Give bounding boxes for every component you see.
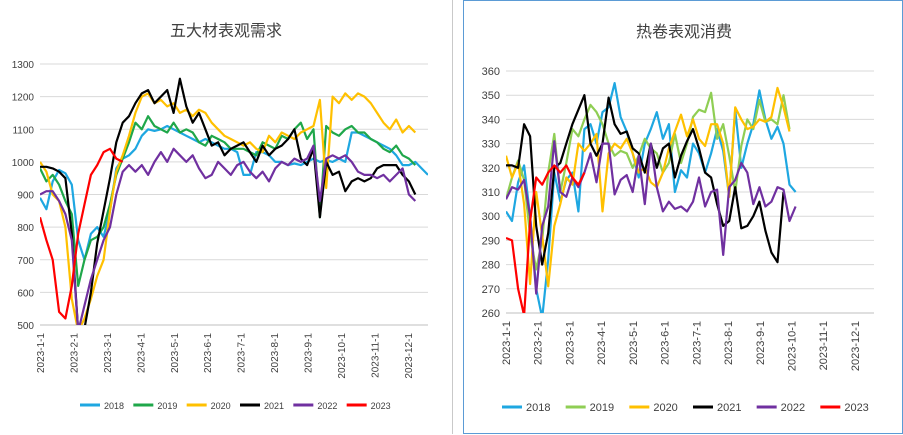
series-group: [506, 81, 797, 313]
series-line-2023: [40, 147, 124, 320]
series-line-2018: [40, 124, 428, 261]
x-tick-label: 2023-10-1: [787, 321, 799, 371]
y-tick-label: 320: [482, 163, 500, 175]
legend-label-2023: 2023: [371, 401, 391, 411]
y-tick-label: 340: [482, 114, 500, 126]
x-tick-label: 2023-3-1: [103, 333, 114, 373]
chart-title: 五大材表观需求: [170, 21, 282, 40]
legend-label-2021: 2021: [717, 402, 741, 414]
x-tick-label: 2023-5-1: [170, 333, 181, 373]
x-tick-label: 2023-3-1: [564, 321, 576, 365]
legend-label-2020: 2020: [211, 401, 231, 411]
legend-label-2018: 2018: [104, 401, 124, 411]
x-tick-label: 2023-9-1: [304, 333, 315, 373]
x-tick-label: 2023-10-1: [337, 333, 348, 379]
x-tick-label: 2023-7-1: [237, 333, 248, 373]
series-group: [40, 77, 428, 325]
legend-label-2022: 2022: [781, 402, 805, 414]
series-line-2022: [506, 140, 797, 295]
legend-label-2021: 2021: [264, 401, 284, 411]
series-line-2019: [40, 115, 417, 287]
y-tick-label: 800: [17, 223, 34, 234]
x-tick-label: 2023-12-1: [850, 321, 862, 371]
x-tick-label: 2023-5-1: [628, 321, 640, 365]
y-tick-label: 330: [482, 139, 500, 151]
y-tick-label: 310: [482, 187, 500, 199]
y-tick-label: 1100: [12, 125, 34, 136]
x-tick-label: 2023-2-1: [533, 321, 545, 365]
x-tick-label: 2023-11-1: [818, 321, 830, 370]
y-tick-label: 270: [482, 284, 500, 296]
y-tick-label: 260: [482, 308, 500, 320]
legend-label-2022: 2022: [317, 401, 337, 411]
legend-label-2018: 2018: [526, 402, 550, 414]
chart-panel-apparent-demand: 五大材表观需求 500 600 700 800 900 1000 1100 1200 1300 2…: [11, 0, 453, 434]
y-tick-label: 500: [17, 321, 34, 332]
y-tick-label: 360: [482, 66, 500, 78]
legend-label-2020: 2020: [653, 402, 677, 414]
y-tick-label: 280: [482, 260, 500, 272]
y-tick-label: 300: [482, 211, 500, 223]
x-tick-label: 2023-6-1: [203, 333, 214, 373]
y-tick-label: 700: [17, 256, 34, 267]
x-tick-label: 2023-2-1: [69, 333, 80, 373]
chart-title: 热卷表观消费: [636, 22, 732, 41]
x-tick-label: 2023-1-1: [36, 333, 47, 373]
series-line-2021: [506, 94, 785, 266]
x-tick-label: 2023-11-1: [370, 333, 381, 378]
y-tick-label: 600: [17, 288, 34, 299]
y-tick-label: 900: [17, 191, 34, 202]
x-tick-label: 2023-4-1: [596, 321, 608, 365]
chart-svg-hot-coil-consumption: 热卷表观消费 260 270 280 290 300 310 320 330 340 350 360…: [482, 22, 874, 414]
legend-label-2019: 2019: [157, 401, 177, 411]
y-tick-label: 290: [482, 235, 500, 247]
chart-svg-apparent-demand: 五大材表观需求 500 600 700 800 900 1000 1100 1200 1300 2…: [12, 21, 428, 411]
series-line-2019: [506, 91, 791, 271]
x-tick-label: 2023-9-1: [755, 321, 767, 365]
chart-panel-hot-coil-consumption: 热卷表观消费 260 270 280 290 300 310 320 330 340 350 360…: [463, 0, 903, 434]
x-tick-label: 2023-4-1: [136, 333, 147, 373]
y-tick-label: 1300: [12, 60, 35, 71]
legend-label-2023: 2023: [844, 402, 868, 414]
series-line-2022: [40, 144, 417, 325]
x-tick-label: 2023-12-1: [404, 333, 415, 379]
legend-label-2019: 2019: [590, 402, 614, 414]
y-tick-label: 1000: [12, 158, 35, 169]
series-line-2021: [40, 77, 417, 325]
series-line-2023: [506, 164, 586, 313]
y-tick-label: 350: [482, 90, 500, 102]
x-tick-label: 2023-6-1: [660, 321, 672, 365]
y-tick-label: 1200: [12, 93, 35, 104]
x-tick-label: 2023-8-1: [723, 321, 735, 365]
series-line-2020: [40, 92, 417, 325]
x-tick-label: 2023-1-1: [501, 321, 513, 365]
x-tick-label: 2023-8-1: [270, 333, 281, 373]
x-tick-label: 2023-7-1: [691, 321, 703, 365]
